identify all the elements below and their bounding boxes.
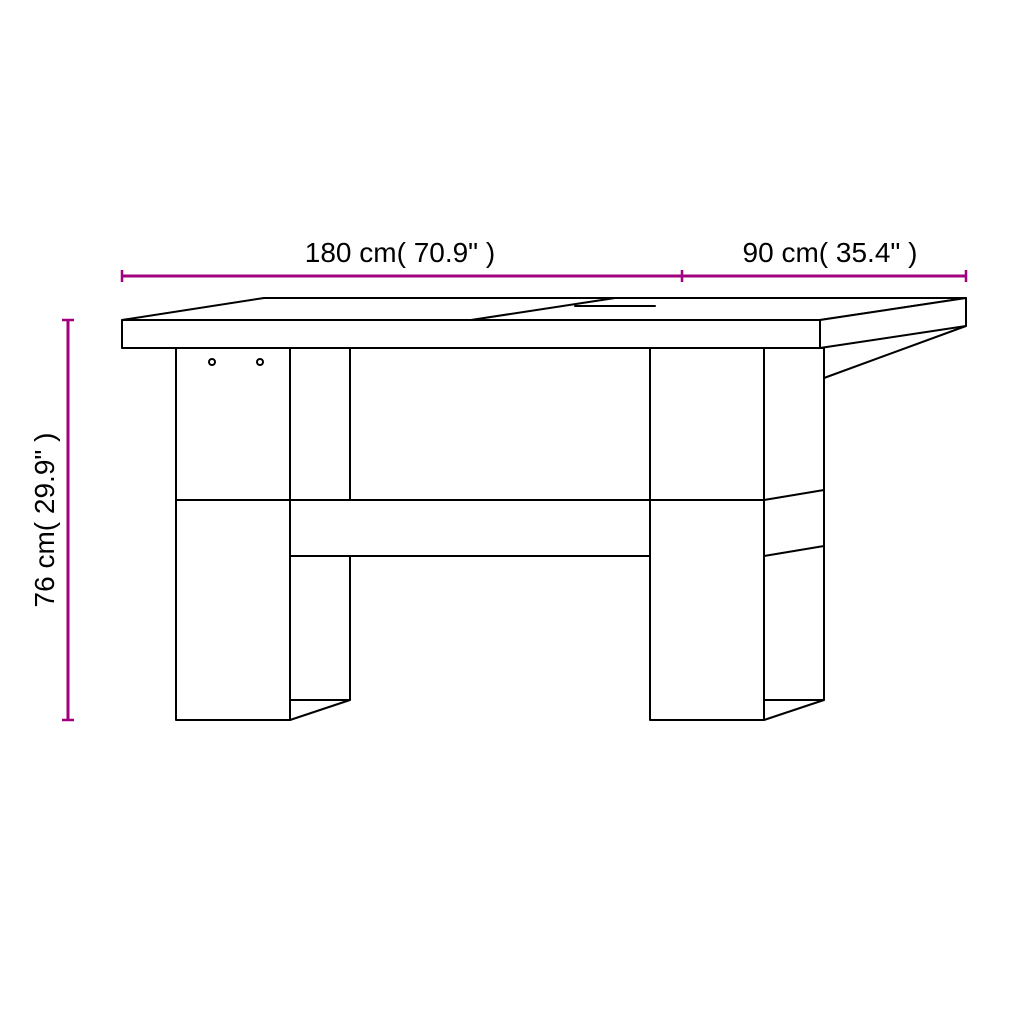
table-outline	[122, 298, 966, 720]
dimension-depth-label: 90 cm( 35.4" )	[743, 237, 918, 268]
table-dimension-diagram: 180 cm( 70.9" ) 90 cm( 35.4" ) 76 cm( 29.9…	[0, 0, 1024, 1024]
dimension-width-label: 180 cm( 70.9" )	[305, 237, 495, 268]
dimension-height-label: 76 cm( 29.9" )	[29, 433, 60, 608]
